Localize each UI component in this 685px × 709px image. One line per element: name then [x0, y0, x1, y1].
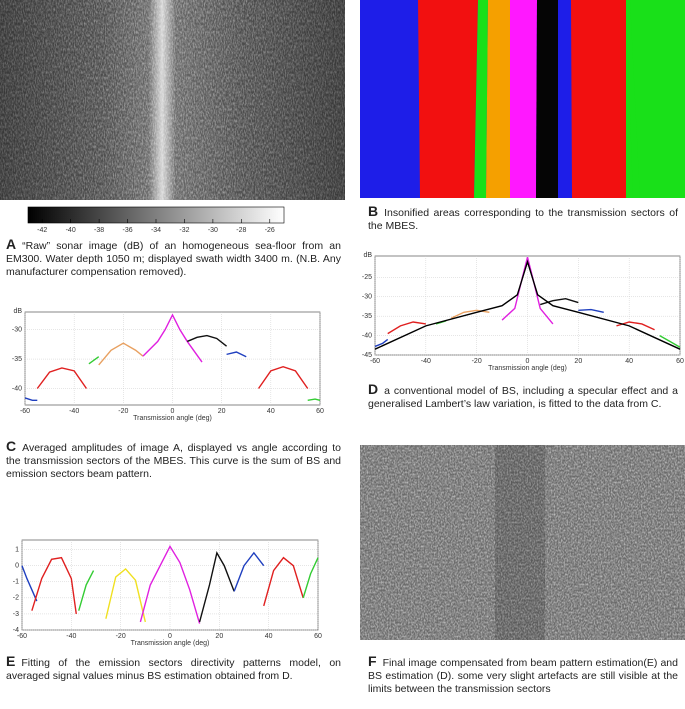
series-line — [374, 338, 389, 348]
x-tick-label: -20 — [472, 358, 482, 365]
series-line — [387, 321, 426, 335]
series-line — [78, 570, 95, 611]
caption-text: a conventional model of BS, including a … — [368, 385, 678, 410]
series-line — [88, 356, 100, 365]
x-tick-label: -20 — [116, 633, 126, 640]
series-line — [31, 556, 77, 615]
y-tick-label: -45 — [362, 352, 372, 359]
x-axis-label: Transmission angle (deg) — [131, 640, 210, 647]
y-tick-label: -35 — [12, 356, 22, 363]
panel-label: E — [6, 653, 16, 669]
y-tick-label: -2 — [13, 595, 19, 602]
series-line — [374, 259, 681, 350]
y-tick-label: -30 — [12, 327, 22, 334]
x-tick-label: 0 — [526, 358, 530, 365]
caption-a: A “Raw” sonar image (dB) of an homogeneou… — [6, 236, 341, 279]
y-tick-label: -30 — [362, 294, 372, 301]
series-line — [263, 556, 304, 607]
y-tick-label: -35 — [362, 313, 372, 320]
colorbar-tick-label: -30 — [208, 227, 218, 234]
x-axis-label: Transmission angle (deg) — [488, 365, 567, 372]
caption-text: Final image compensated from beam patter… — [368, 657, 678, 695]
x-tick-label: -40 — [421, 358, 431, 365]
y-tick-label: -40 — [362, 332, 372, 339]
series-line — [98, 342, 144, 366]
x-tick-label: -40 — [69, 408, 79, 415]
caption-text: Averaged amplitudes of image A, displaye… — [6, 442, 341, 480]
caption-e: E Fitting of the emission sectors directi… — [6, 653, 341, 683]
colorbar-tick-label: -38 — [94, 227, 104, 234]
x-tick-label: -60 — [17, 633, 27, 640]
x-tick-label: 20 — [215, 633, 223, 640]
caption-text: Insonified areas corresponding to the tr… — [368, 207, 678, 232]
caption-text: “Raw” sonar image (dB) of an homogeneous… — [6, 240, 341, 278]
x-axis-label: Transmission angle (deg) — [133, 415, 212, 422]
sonar-image-a — [0, 0, 345, 200]
series-line — [540, 297, 579, 306]
series-line — [105, 567, 147, 623]
series-line — [24, 397, 38, 401]
series-line — [501, 256, 554, 325]
x-tick-label: -20 — [118, 408, 128, 415]
series-line — [139, 545, 201, 624]
panel-label: D — [368, 381, 379, 397]
x-tick-label: 20 — [218, 408, 226, 415]
series-line — [233, 551, 265, 592]
x-tick-label: -60 — [20, 408, 30, 415]
series-line — [257, 366, 309, 389]
panel-label: F — [368, 653, 377, 669]
series-line — [302, 557, 319, 599]
series-line — [659, 334, 681, 348]
colorbar-tick-label: -32 — [179, 227, 189, 234]
x-tick-label: 40 — [267, 408, 275, 415]
panel-label: B — [368, 203, 379, 219]
x-tick-label: -60 — [370, 358, 380, 365]
series-line — [307, 398, 321, 401]
x-tick-label: 20 — [574, 358, 582, 365]
colorbar-tick-label: -36 — [122, 227, 132, 234]
caption-f: F Final image compensated from beam patte… — [368, 653, 678, 696]
y-tick-label: -3 — [13, 611, 19, 618]
caption-b: B Insonified areas corresponding to the t… — [368, 203, 678, 233]
x-tick-label: 40 — [625, 358, 633, 365]
colorbar-tick-label: -42 — [37, 227, 47, 234]
x-tick-label: 60 — [314, 633, 322, 640]
series-line — [21, 565, 38, 602]
x-tick-label: 60 — [676, 358, 684, 365]
series-line — [186, 334, 228, 347]
colorbar-tick-label: -34 — [151, 227, 161, 234]
series-line — [36, 367, 88, 389]
colorbar-tick-label: -28 — [236, 227, 246, 234]
x-tick-label: 60 — [316, 408, 324, 415]
panel-label: A — [6, 236, 17, 252]
x-tick-label: -40 — [66, 633, 76, 640]
colorbar-tick-label: -26 — [265, 227, 275, 234]
y-tick-label: -4 — [13, 627, 19, 634]
x-tick-label: 0 — [171, 408, 175, 415]
series-line — [226, 351, 247, 358]
caption-c: C Averaged amplitudes of image A, display… — [6, 438, 341, 481]
panel-label: C — [6, 438, 17, 454]
sector-image-b — [360, 0, 685, 198]
colorbar-tick-label: -40 — [66, 227, 76, 234]
series-line — [198, 550, 235, 623]
y-tick-label: -40 — [12, 385, 22, 392]
y-axis-label: dB — [363, 252, 372, 259]
y-axis-label: dB — [13, 308, 22, 315]
series-line — [578, 308, 604, 313]
compensated-image-f — [360, 445, 685, 640]
x-tick-label: 40 — [265, 633, 273, 640]
y-tick-label: 1 — [15, 546, 19, 553]
y-tick-label: -1 — [13, 579, 19, 586]
y-tick-label: 0 — [15, 563, 19, 570]
caption-text: Fitting of the emission sectors directiv… — [6, 657, 341, 682]
y-tick-label: -25 — [362, 274, 372, 281]
x-tick-label: 0 — [168, 633, 172, 640]
